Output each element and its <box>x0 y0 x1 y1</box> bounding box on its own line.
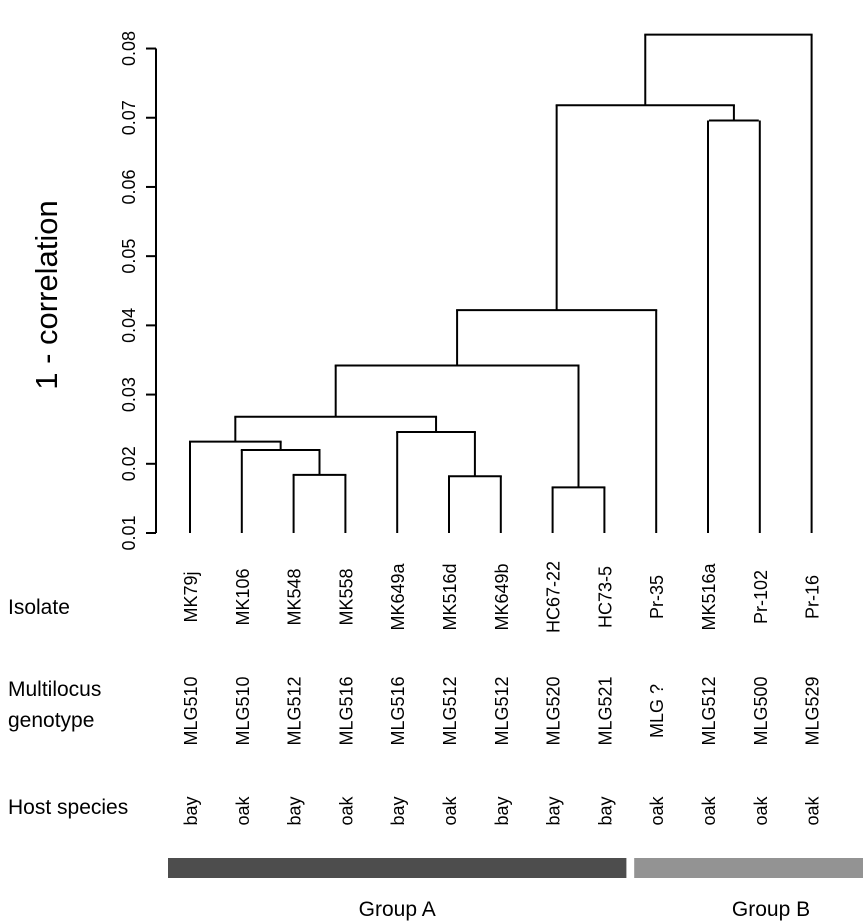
leaf-isolate-label: Pr-102 <box>751 570 771 624</box>
leaf-isolate-label: MK558 <box>336 568 356 625</box>
group-bars: Group A Group B <box>168 858 863 921</box>
leaf-genotype-label: MLG521 <box>595 676 615 745</box>
dendrogram-branch <box>551 486 606 533</box>
leaf-isolate-label: Pr-35 <box>647 575 667 619</box>
y-axis: 0.01 0.02 0.03 0.04 0.05 0.06 0.07 0.08 <box>119 31 157 551</box>
leaf-genotype-label: MLG520 <box>544 676 564 745</box>
leaf-host-label: oak <box>699 795 719 825</box>
leaf-genotype-label: MLG512 <box>699 676 719 745</box>
row-label-genotype-line1: Multilocus <box>8 678 101 701</box>
leaf-isolate-label: MK516d <box>440 563 460 630</box>
dendrogram-branch <box>334 364 580 488</box>
dendrogram-branch <box>189 440 282 533</box>
dendrogram-branch <box>234 415 438 442</box>
row-label-genotype-line2: genotype <box>8 709 94 732</box>
leaf-genotype-label: MLG512 <box>492 676 512 745</box>
row-label-host-species: Host species <box>8 796 128 819</box>
leaf-host-label: bay <box>595 796 615 825</box>
y-tick-label: 0.04 <box>119 308 139 343</box>
leaf-host-label: oak <box>336 795 356 825</box>
dendrogram-branch <box>240 448 321 533</box>
leaf-genotype-label: MLG500 <box>751 676 771 745</box>
leaf-label-columns: MK79j MLG510 bay MK106 MLG510 oak MK548 MLG512 b… <box>181 561 823 826</box>
y-axis-label: 1 - correlation <box>29 200 64 390</box>
leaf-isolate-label: MK79j <box>181 571 201 622</box>
leaf-genotype-label: MLG ? <box>647 684 667 738</box>
y-tick-label: 0.06 <box>119 169 139 204</box>
leaf-host-label: oak <box>647 795 667 825</box>
leaf-isolate-label: MK516a <box>699 562 719 630</box>
leaf-genotype-label: MLG512 <box>440 676 460 745</box>
leaf-isolate-label: MK548 <box>285 568 305 625</box>
leaf-host-label: bay <box>492 796 512 825</box>
leaf-genotype-label: MLG516 <box>336 676 356 745</box>
leaf-host-label: bay <box>181 796 201 825</box>
leaf-genotype-label: MLG510 <box>233 676 253 745</box>
dendrogram-branch <box>644 33 813 533</box>
leaf-isolate-label: HC73-5 <box>595 566 615 628</box>
leaf-genotype-label: MLG529 <box>803 676 823 745</box>
dendrogram-branch <box>396 430 476 533</box>
leaf-isolate-label: HC67-22 <box>544 561 564 633</box>
leaf-host-label: oak <box>440 795 460 825</box>
leaf-genotype-label: MLG510 <box>181 676 201 745</box>
leaf-genotype-label: MLG512 <box>285 676 305 745</box>
y-tick-label: 0.01 <box>119 515 139 550</box>
group-label: Group B <box>732 898 810 921</box>
y-tick-label: 0.02 <box>119 446 139 481</box>
y-tick-label: 0.08 <box>119 31 139 66</box>
leaf-isolate-label: MK649b <box>492 563 512 630</box>
group-bar <box>634 858 863 878</box>
dendrogram-tree <box>189 33 813 533</box>
row-label-isolate: Isolate <box>8 596 70 619</box>
dendrogram-branch <box>707 119 761 533</box>
leaf-isolate-label: MK106 <box>233 568 253 625</box>
y-tick-label: 0.03 <box>119 377 139 412</box>
dendrogram-branch <box>448 475 502 533</box>
leaf-host-label: oak <box>803 795 823 825</box>
leaf-host-label: bay <box>388 796 408 825</box>
leaf-host-label: bay <box>285 796 305 825</box>
y-tick-label: 0.05 <box>119 239 139 274</box>
leaf-host-label: oak <box>233 795 253 825</box>
dendrogram-branch <box>292 473 347 533</box>
leaf-genotype-label: MLG516 <box>388 676 408 745</box>
leaf-host-label: bay <box>544 796 564 825</box>
leaf-host-label: oak <box>751 795 771 825</box>
leaf-isolate-label: MK649a <box>388 562 408 630</box>
y-tick-label: 0.07 <box>119 100 139 135</box>
dendrogram-branch <box>456 309 658 533</box>
leaf-isolate-label: Pr-16 <box>803 575 823 619</box>
group-label: Group A <box>359 898 436 921</box>
group-bar <box>168 858 627 878</box>
